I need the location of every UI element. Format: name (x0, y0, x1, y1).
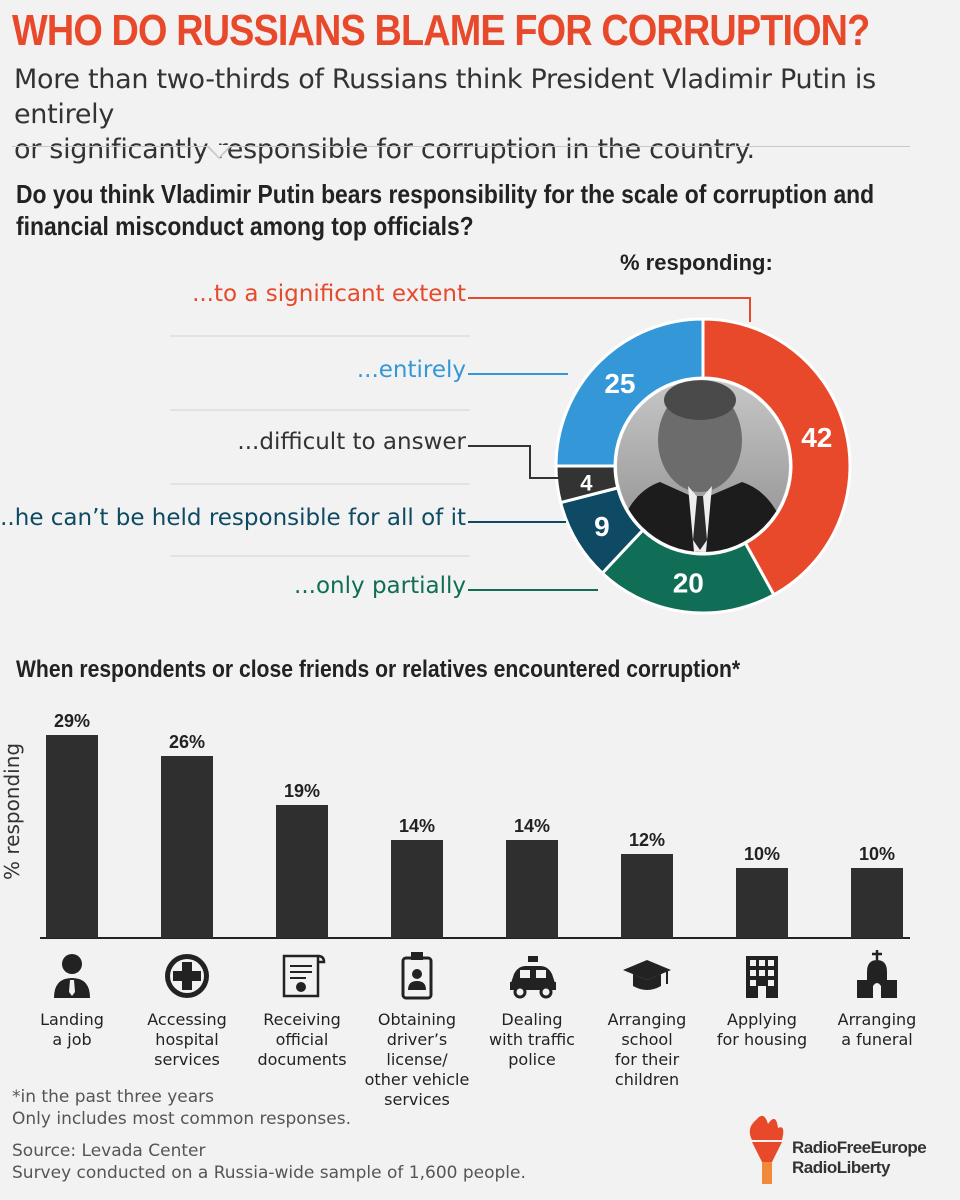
person-tie-icon (46, 950, 98, 1000)
bar-value-label: 14% (399, 816, 435, 836)
logo-line: RadioFreeEurope (792, 1138, 927, 1157)
footnote: *in the past three years Only includes m… (12, 1086, 351, 1130)
source-line: Source: Levada Center (12, 1141, 206, 1161)
bar (276, 805, 328, 938)
bar-value-label: 10% (859, 844, 895, 864)
category-label-line: with traffic (489, 1030, 575, 1049)
bar (46, 735, 98, 938)
category-label-line: police (508, 1050, 556, 1069)
category-label-line: other vehicle (364, 1070, 470, 1089)
category-label-line: Receiving (263, 1010, 341, 1029)
category-label: Accessing hospital services (132, 1010, 242, 1070)
category-label-line: children (614, 1070, 680, 1089)
footnote-line: Only includes most common responses. (12, 1109, 352, 1129)
subtitle-line: More than two-thirds of Russians think P… (14, 64, 876, 130)
category-label-line: services (384, 1090, 450, 1109)
category-label-line: Arranging (837, 1010, 917, 1029)
category-label: Dealing with traffic police (477, 1010, 587, 1070)
category-label-line: a funeral (841, 1030, 913, 1049)
category-label-line: Accessing (147, 1010, 227, 1029)
category-label-line: Obtaining (377, 1010, 457, 1029)
bar (506, 840, 558, 938)
pie-category-label: ...to a significant extent (192, 281, 466, 307)
donut-value-label: 25 (604, 368, 635, 399)
category-label-line: for their (614, 1050, 680, 1069)
id-badge-icon (391, 950, 443, 1000)
bar-value-label: 19% (284, 781, 320, 801)
rferl-logo: RadioFreeEurope RadioLiberty (742, 1110, 952, 1190)
bar (161, 756, 213, 938)
bar-value-label: 10% (744, 844, 780, 864)
category-label: Arranging a funeral (822, 1010, 932, 1050)
bar-value-label: 26% (169, 732, 205, 752)
category-label-line: Arranging (607, 1010, 687, 1029)
bar-value-label: 14% (514, 816, 550, 836)
category-label: Arranging school for their children (592, 1010, 702, 1090)
source-line: Survey conducted on a Russia-wide sample… (12, 1163, 526, 1183)
question-line: financial misconduct among top officials… (16, 211, 474, 241)
logo-line: RadioLiberty (792, 1158, 890, 1177)
donut-chart: 42 20 94 25 (170, 297, 852, 615)
category-label-line: Landing (40, 1010, 104, 1029)
bar (391, 840, 443, 938)
graduation-cap-icon (621, 950, 673, 1000)
category-label: Obtaining driver’s license/other vehicle se… (362, 1010, 472, 1110)
pie-category-label: ...entirely (356, 357, 466, 383)
category-label-line: a job (52, 1030, 92, 1049)
donut-value-label: 9 (594, 511, 610, 542)
donut-value-label: 42 (801, 422, 832, 453)
leader-line (468, 445, 560, 479)
bar-value-label: 29% (54, 711, 90, 731)
medical-cross-icon (161, 950, 213, 1000)
bar (621, 854, 673, 938)
category-label-line: services (154, 1050, 220, 1069)
police-car-icon (506, 950, 558, 1000)
category-label-line: hospital (155, 1030, 219, 1049)
bar-chart: 29% 26% 19% 14% 14% 12% 10% 10% (40, 711, 910, 939)
subtitle-line: or significantly responsible for corrupt… (14, 134, 755, 165)
pie-category-label: ...only partially (294, 573, 466, 599)
divider (12, 146, 910, 147)
certificate-icon (276, 950, 328, 1000)
donut-value-label: 20 (673, 568, 704, 599)
category-label-line: official (275, 1030, 329, 1049)
page-title: WHO DO RUSSIANS BLAME FOR CORRUPTION? (12, 6, 870, 55)
donut-slice (701, 317, 852, 597)
bar-value-label: 12% (629, 830, 665, 850)
bar-chart-title: When respondents or close friends or rel… (16, 656, 741, 683)
bar (851, 868, 903, 938)
donut-slice (554, 317, 705, 468)
footnote-line: *in the past three years (12, 1087, 214, 1107)
category-label-line: Applying (727, 1010, 797, 1029)
pie-category-label: ...difficult to answer (237, 429, 466, 455)
pie-question: Do you think Vladimir Putin bears respon… (16, 178, 896, 242)
category-label-line: for housing (716, 1030, 808, 1049)
bar (736, 868, 788, 938)
leader-line (468, 297, 751, 322)
category-label-line: driver’s (386, 1030, 448, 1049)
pie-unit-label: % responding: (620, 250, 773, 275)
source-note: Source: Levada Center Survey conducted o… (12, 1140, 526, 1184)
divider-notch-fill (208, 145, 230, 157)
donut-value-label: 4 (580, 471, 593, 496)
torch-icon (749, 1115, 784, 1184)
category-label-line: school (621, 1030, 673, 1049)
page-subtitle: More than two-thirds of Russians think P… (14, 62, 934, 167)
pie-category-label: ...he can’t be held responsible for all … (0, 505, 466, 531)
category-label: Receiving official documents (247, 1010, 357, 1070)
church-icon (851, 950, 903, 1000)
category-label: Applying for housing (707, 1010, 817, 1050)
question-line: Do you think Vladimir Putin bears respon… (16, 179, 875, 209)
building-icon (736, 950, 788, 1000)
category-label: Landing a job (17, 1010, 127, 1050)
category-label-line: documents (257, 1050, 347, 1069)
category-label-line: license/ (386, 1050, 448, 1069)
category-label-line: Dealing (501, 1010, 563, 1029)
